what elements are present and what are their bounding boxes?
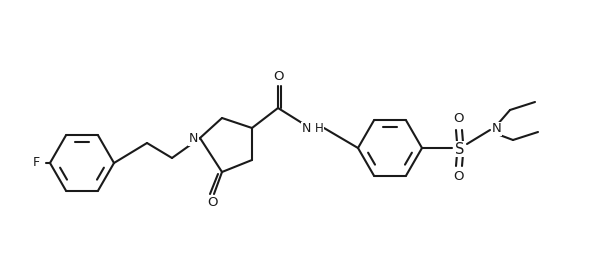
Text: N: N: [492, 123, 502, 135]
Text: H: H: [315, 123, 323, 135]
Text: O: O: [207, 197, 217, 209]
Text: F: F: [33, 157, 40, 170]
Text: O: O: [273, 70, 283, 84]
Text: O: O: [453, 170, 463, 183]
Text: N: N: [302, 123, 311, 135]
Text: O: O: [453, 113, 463, 125]
Text: S: S: [455, 142, 465, 157]
Text: N: N: [188, 133, 198, 145]
